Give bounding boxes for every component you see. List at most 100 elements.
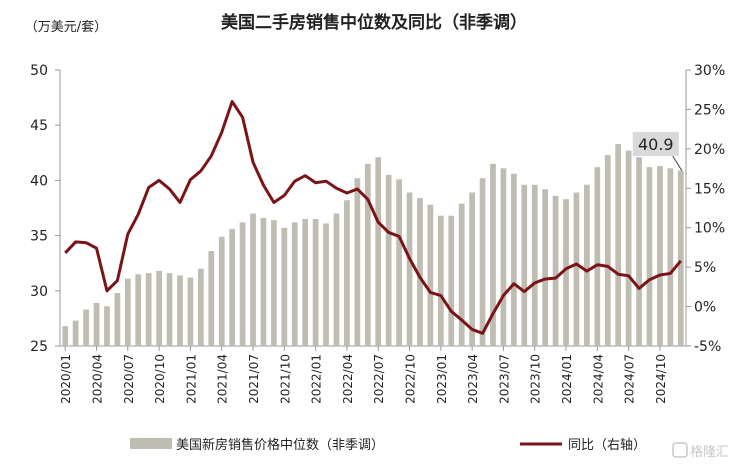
x-tick-label: 2021/04 <box>216 354 230 404</box>
left-axis-unit-label: （万美元/套） <box>25 19 107 35</box>
bar <box>124 278 131 346</box>
watermark-logo-icon <box>672 442 688 458</box>
x-tick-label: 2024/07 <box>623 354 637 404</box>
right-tick-label: 0% <box>694 300 716 316</box>
bar <box>521 184 528 346</box>
x-tick-label: 2023/01 <box>435 354 449 404</box>
bar <box>375 157 382 346</box>
bar <box>166 273 173 346</box>
x-tick-label: 2021/07 <box>247 354 261 404</box>
x-tick-label: 2020/04 <box>91 354 105 404</box>
x-tick-label: 2023/07 <box>497 354 511 404</box>
bar <box>552 195 559 346</box>
bar <box>104 306 110 346</box>
x-tick-label: 2023/10 <box>529 354 543 404</box>
legend-bar-swatch <box>130 438 172 449</box>
left-axis: 25 30 35 40 45 50 <box>30 63 60 355</box>
legend-line-label: 同比（右轴） <box>568 438 646 453</box>
bar <box>469 192 475 346</box>
bar <box>490 163 496 346</box>
yoy-line <box>64 100 682 335</box>
bar <box>239 222 246 346</box>
bar <box>479 178 486 346</box>
bar <box>208 251 215 346</box>
annotation-value: 40.9 <box>638 135 674 154</box>
bar <box>563 199 569 346</box>
bar <box>667 168 674 346</box>
bar <box>145 273 152 346</box>
bar <box>281 227 288 346</box>
bar <box>72 320 79 346</box>
bar-series <box>62 143 684 346</box>
bar <box>510 173 517 346</box>
x-tick-label: 2024/04 <box>591 354 605 404</box>
bar <box>344 200 350 346</box>
bar <box>114 293 121 346</box>
legend-bar-label: 美国新房销售价格中位数（非季调） <box>176 437 384 453</box>
bar <box>615 143 622 346</box>
bar <box>218 236 225 346</box>
bar <box>500 168 507 346</box>
bar <box>291 222 298 346</box>
x-tick-label: 2020/10 <box>153 354 167 404</box>
annotation-leader-line <box>672 155 683 171</box>
bar <box>448 215 455 346</box>
x-tick-label: 2024/10 <box>654 354 668 404</box>
bar <box>333 213 340 346</box>
bar <box>312 219 319 346</box>
x-tick-label: 2020/07 <box>122 354 136 404</box>
right-tick-label: 5% <box>694 260 716 276</box>
bar <box>302 219 309 346</box>
x-axis: 2020/01 2020/04 2020/07 2020/10 2021/01 2021/… <box>59 346 668 404</box>
bar <box>604 155 611 346</box>
legend: 美国新房销售价格中位数（非季调） 同比（右轴） <box>130 437 646 453</box>
plot-frame <box>59 70 687 347</box>
bar <box>354 178 361 346</box>
bar <box>657 166 663 346</box>
bar <box>437 215 444 346</box>
x-tick-label: 2021/10 <box>278 354 292 404</box>
bar <box>271 220 277 346</box>
bar <box>93 302 100 346</box>
bar <box>156 270 162 346</box>
left-tick-label: 50 <box>30 63 48 79</box>
x-tick-label: 2022/10 <box>404 354 418 404</box>
bar <box>187 277 194 346</box>
bar <box>542 189 549 346</box>
watermark-text: 格隆汇 <box>690 444 729 460</box>
bar <box>62 326 69 346</box>
line-series-layer <box>64 100 682 335</box>
bar <box>573 192 580 346</box>
annotation-box <box>632 132 679 156</box>
bar <box>636 157 642 346</box>
bar <box>417 198 423 346</box>
bar <box>250 213 256 346</box>
x-tick-label: 2022/07 <box>372 354 386 404</box>
x-tick-label: 2022/04 <box>341 354 355 404</box>
bar <box>177 275 183 346</box>
bar <box>364 163 371 346</box>
left-tick-label: 45 <box>30 118 48 134</box>
right-tick-label: 15% <box>694 181 725 197</box>
x-tick-label: 2023/04 <box>466 354 480 404</box>
bar <box>197 268 204 346</box>
right-tick-label: 30% <box>694 63 725 79</box>
bar <box>83 309 89 346</box>
x-tick-label: 2021/01 <box>184 354 198 404</box>
bar <box>396 179 402 346</box>
right-tick-label: 20% <box>694 142 725 158</box>
bar <box>406 192 413 346</box>
bar <box>385 174 392 346</box>
bar <box>229 228 236 346</box>
left-tick-label: 30 <box>30 284 48 300</box>
right-tick-label: 10% <box>694 221 725 237</box>
right-tick-label: 25% <box>694 102 725 118</box>
bar <box>323 223 329 346</box>
right-tick-label: -5% <box>694 339 721 355</box>
bar <box>625 150 632 346</box>
last-value-annotation: 40.9 <box>632 132 683 171</box>
watermark: 格隆汇 <box>672 442 729 460</box>
bar <box>531 184 538 346</box>
left-tick-label: 40 <box>30 173 48 189</box>
